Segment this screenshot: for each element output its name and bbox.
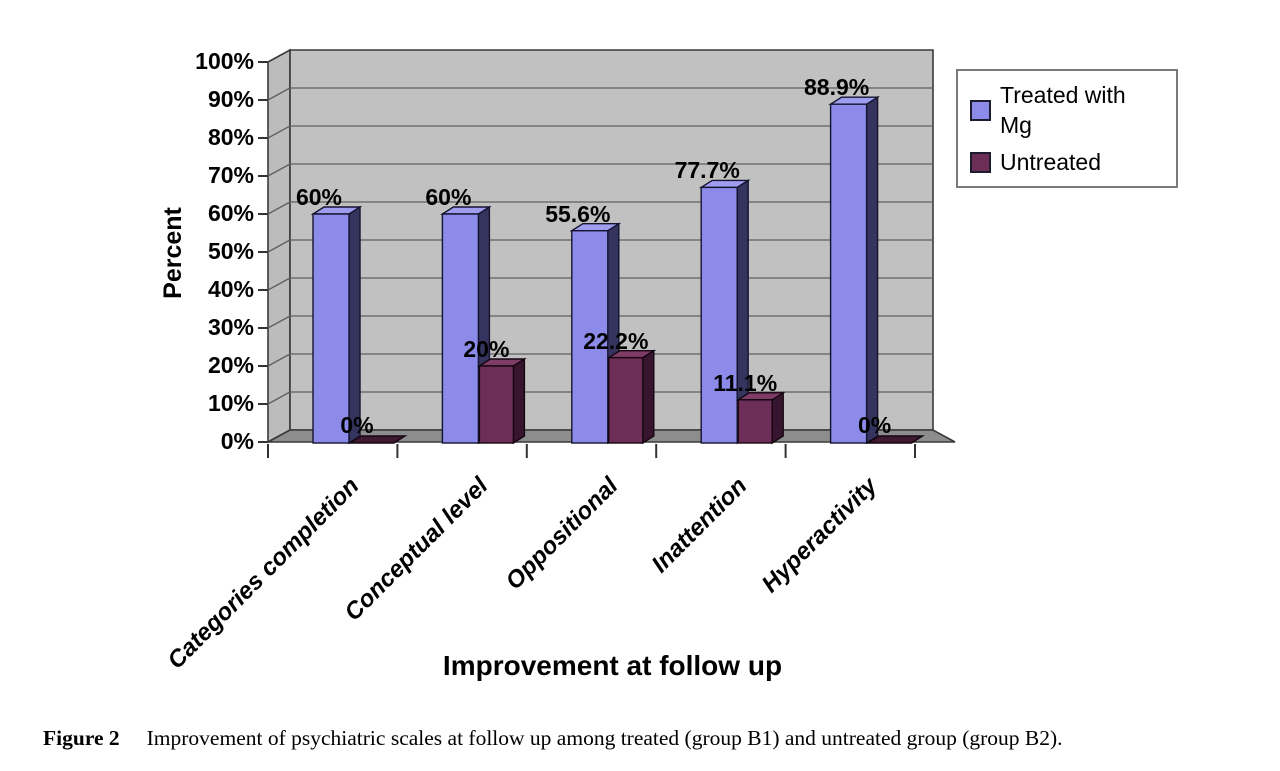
bar-0-4 bbox=[829, 103, 868, 444]
gridline-sidewall bbox=[267, 391, 291, 405]
y-tick-label: 0% bbox=[220, 428, 254, 454]
gridline-sidewall bbox=[267, 201, 291, 215]
y-tick-label: 90% bbox=[207, 86, 254, 112]
legend-swatch-icon bbox=[970, 99, 991, 121]
bar-0-3 bbox=[700, 186, 738, 444]
bar-0-0 bbox=[312, 213, 350, 444]
legend-item: Untreated bbox=[970, 147, 1164, 177]
y-tick-label: 50% bbox=[207, 238, 254, 264]
y-tick-label: 70% bbox=[207, 162, 254, 188]
plot-3d-canvas bbox=[258, 48, 956, 458]
y-tick-label: 30% bbox=[207, 314, 254, 340]
bar-1-1 bbox=[478, 365, 515, 444]
gridline-sidewall bbox=[267, 315, 291, 329]
value-label: 11.1% bbox=[713, 369, 778, 396]
y-tick-label: 20% bbox=[207, 352, 254, 378]
bar-zero-1-4 bbox=[865, 435, 926, 444]
bar-side-0-0 bbox=[348, 205, 361, 445]
legend-swatch-icon bbox=[970, 151, 991, 173]
gridline-sidewall bbox=[267, 353, 291, 367]
value-label: 20% bbox=[463, 336, 510, 362]
bar-0-1 bbox=[441, 213, 480, 444]
legend-label: Untreated bbox=[1000, 149, 1102, 175]
y-tick-label: 100% bbox=[195, 48, 254, 74]
bar-1-2 bbox=[608, 356, 644, 444]
legend-item: Treated with Mg bbox=[970, 80, 1164, 140]
y-tick-label: 80% bbox=[207, 124, 254, 150]
legend-label: Treated with Mg bbox=[1000, 82, 1126, 138]
legend: Treated with Mg Untreated bbox=[956, 69, 1178, 188]
gridline-sidewall bbox=[267, 163, 291, 177]
value-label: 55.6% bbox=[545, 200, 611, 227]
gridline-sidewall bbox=[267, 87, 291, 101]
value-label: 22.2% bbox=[583, 327, 649, 354]
value-label: 77.7% bbox=[674, 157, 740, 184]
caption-text: Improvement of psychiatric scales at fol… bbox=[146, 726, 1063, 750]
y-axis-title: Percent bbox=[159, 207, 187, 299]
caption-label: Figure 2 bbox=[43, 726, 120, 750]
x-axis-title: Improvement at follow up bbox=[442, 650, 783, 681]
bar-zero-1-0 bbox=[347, 435, 408, 444]
gridline-sidewall bbox=[267, 239, 291, 253]
value-label: 60% bbox=[425, 184, 472, 210]
y-tick-label: 10% bbox=[207, 390, 254, 416]
bar-side-1-1 bbox=[512, 357, 526, 445]
bar-side-1-2 bbox=[642, 349, 655, 445]
value-label: 0% bbox=[340, 412, 374, 438]
y-tick-label: 40% bbox=[207, 276, 254, 302]
gridline-sidewall bbox=[267, 277, 291, 291]
bar-1-3 bbox=[737, 399, 773, 444]
value-label: 88.9% bbox=[803, 74, 870, 101]
value-label: 60% bbox=[295, 184, 343, 210]
value-label: 0% bbox=[857, 412, 892, 438]
bar-side-1-3 bbox=[771, 391, 784, 445]
y-tick-label: 60% bbox=[207, 200, 254, 226]
gridline-sidewall bbox=[267, 125, 291, 139]
bar-side-0-4 bbox=[865, 95, 879, 445]
figure-caption: Figure 2 Improvement of psychiatric scale… bbox=[43, 726, 1268, 751]
bar-0-2 bbox=[571, 230, 609, 444]
